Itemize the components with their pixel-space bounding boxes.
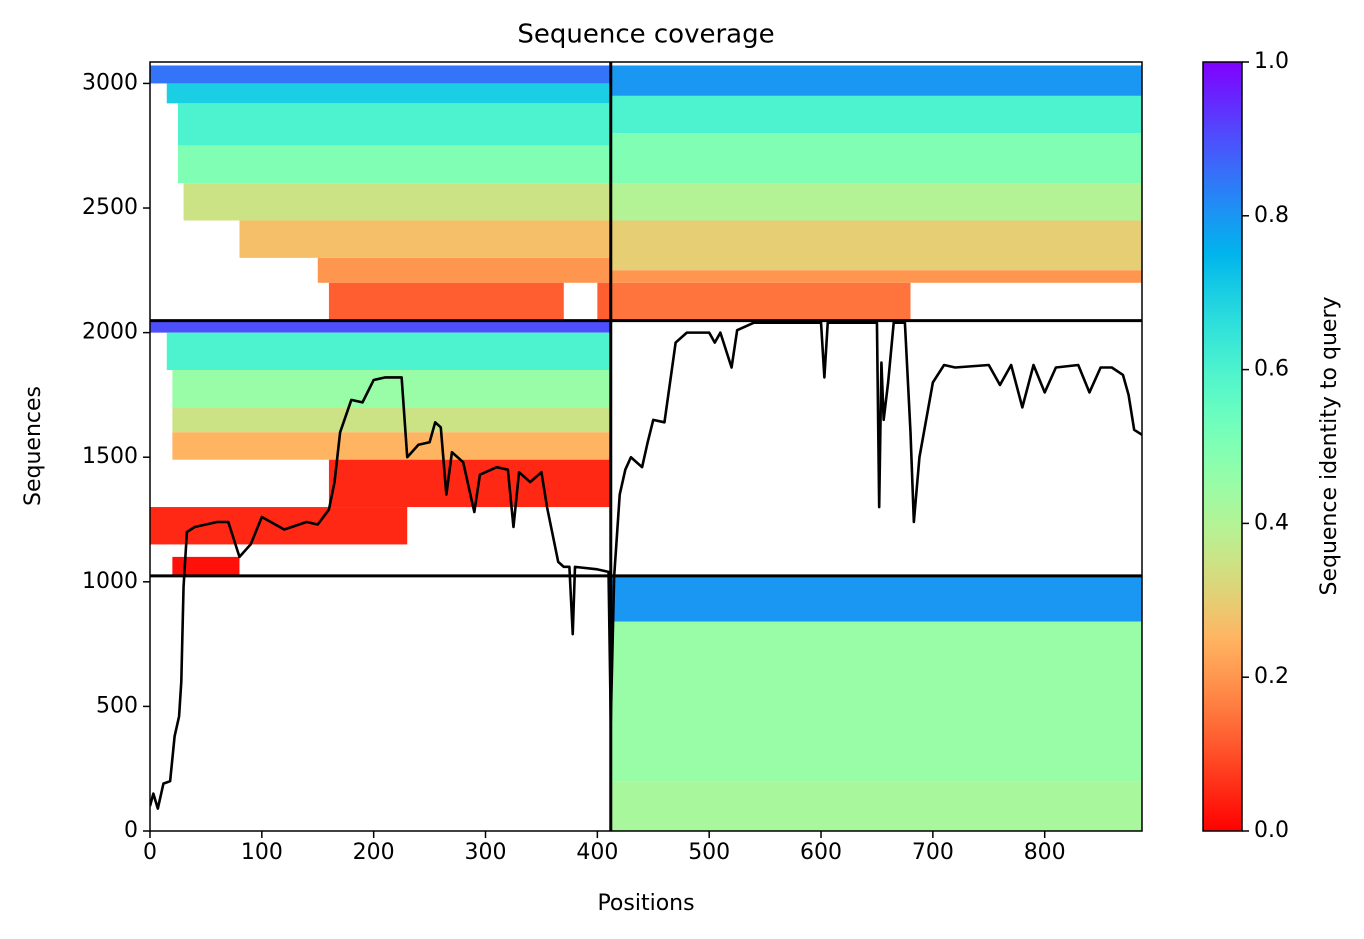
coverage-cell [172,369,611,408]
coverage-cell [317,257,611,283]
y-tick-label: 1000 [82,569,138,594]
y-tick-label: 500 [96,693,138,718]
coverage-cell [611,95,1142,134]
x-tick-label: 100 [241,840,283,865]
colorbar-tick-label: 0.6 [1254,357,1289,382]
x-tick-label: 500 [688,840,730,865]
y-tick-label: 0 [124,818,138,843]
coverage-cell [328,282,564,321]
coverage-cell [239,220,611,258]
chart-title: Sequence coverage [517,20,774,50]
coverage-cell [166,83,611,104]
coverage-cell [150,65,611,84]
coverage-cell [172,432,611,460]
coverage-cell [611,65,1142,96]
colorbar-tick-label: 1.0 [1254,49,1289,74]
coverage-cell [172,556,240,576]
heatmap [150,65,1142,831]
colorbar [1202,61,1243,832]
x-tick-label: 400 [576,840,618,865]
coverage-cell [166,332,611,370]
x-tick-label: 300 [465,840,507,865]
coverage-cell [611,133,1142,184]
coverage-cell [611,621,1142,782]
x-tick-label: 0 [143,840,157,865]
y-axis-label: Sequences [21,386,46,506]
x-tick-label: 200 [353,840,395,865]
plot-frame [149,61,1143,832]
coverage-cell [611,183,1142,221]
colorbar-tick-label: 0.0 [1254,818,1289,843]
coverage-cell [177,145,611,184]
coverage-line [150,321,1142,810]
x-tick-label: 600 [800,840,842,865]
coverage-cell [183,183,611,221]
colorbar-label: Sequence identity to query [1317,296,1342,595]
y-tick-label: 3000 [82,70,138,95]
colorbar-tick-label: 0.8 [1254,203,1289,228]
coverage-cell [177,103,611,146]
coverage-cell [611,282,911,321]
x-axis-label: Positions [597,891,694,916]
x-tick-label: 800 [1024,840,1066,865]
coverage-cell [328,459,611,508]
coverage-cell [611,220,1142,271]
coverage-cell [611,781,1142,831]
y-tick-label: 2500 [82,195,138,220]
coverage-cell [611,575,1142,622]
coverage-cell [172,407,611,433]
y-tick-label: 1500 [82,444,138,469]
colorbar-tick-label: 0.4 [1254,510,1289,535]
coverage-cell [597,282,611,321]
y-tick-label: 2000 [82,320,138,345]
coverage-cell [150,320,611,333]
colorbar-tick-label: 0.2 [1254,664,1289,689]
x-tick-label: 700 [912,840,954,865]
coverage-cell [611,270,1142,283]
